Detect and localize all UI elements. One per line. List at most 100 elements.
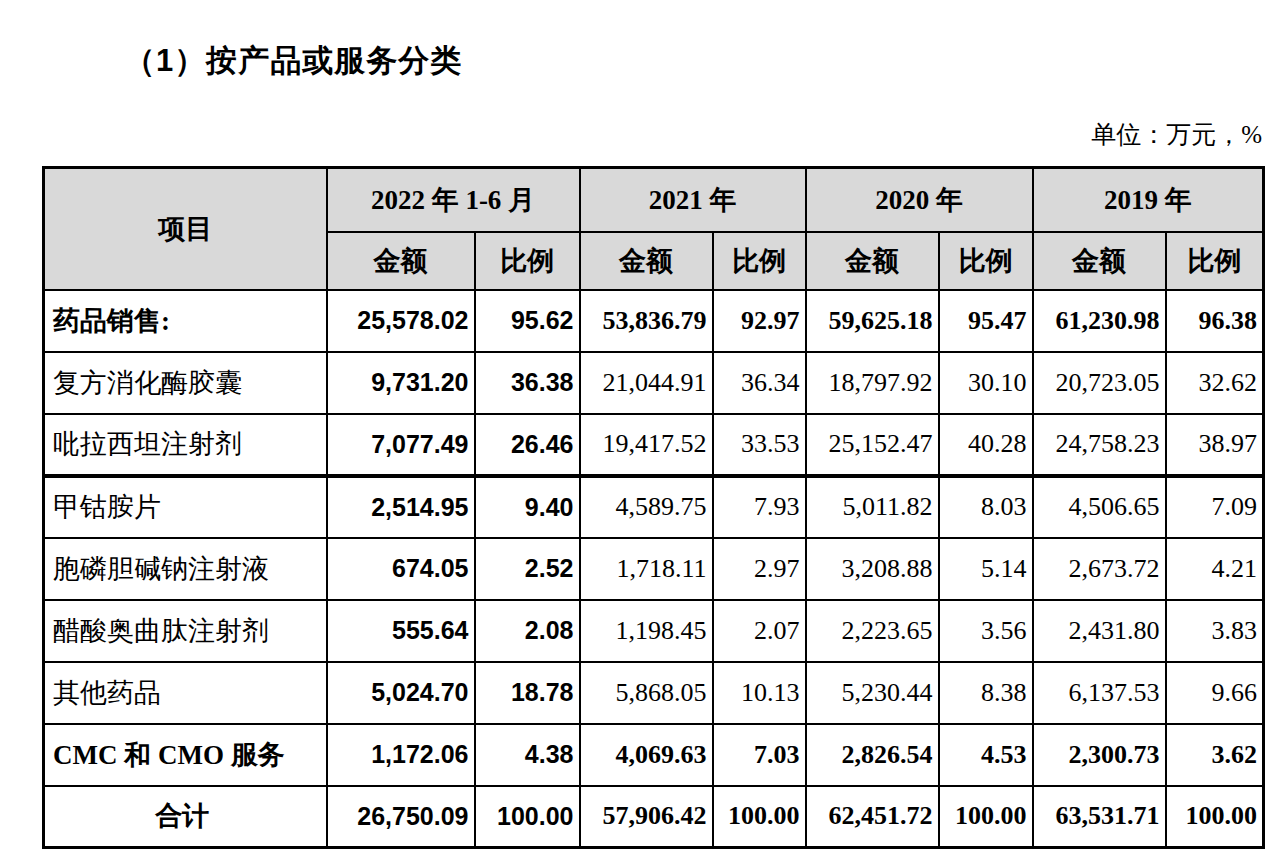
col-header-2022: 2022 年 1-6 月 [327, 168, 580, 232]
amount-cell: 6,137.53 [1033, 662, 1166, 724]
amount-cell: 1,172.06 [327, 724, 475, 786]
amount-cell: 2,300.73 [1033, 724, 1166, 786]
ratio-cell: 92.97 [713, 290, 806, 352]
amount-cell: 2,431.80 [1033, 600, 1166, 662]
col-header-ratio-2022: 比例 [475, 232, 580, 290]
amount-cell: 25,152.47 [806, 414, 939, 476]
header-row-periods: 项目 2022 年 1-6 月 2021 年 2020 年 2019 年 [44, 168, 1264, 232]
ratio-cell: 9.66 [1166, 662, 1264, 724]
amount-cell: 18,797.92 [806, 352, 939, 414]
ratio-cell: 7.09 [1166, 476, 1264, 538]
row-label: 复方消化酶胶囊 [44, 352, 327, 414]
ratio-cell: 3.83 [1166, 600, 1264, 662]
amount-cell: 5,868.05 [580, 662, 713, 724]
amount-cell: 61,230.98 [1033, 290, 1166, 352]
table-row: 药品销售: 25,578.02 95.62 53,836.79 92.97 59… [44, 290, 1264, 352]
col-header-ratio-2020: 比例 [939, 232, 1033, 290]
ratio-cell: 3.62 [1166, 724, 1264, 786]
col-header-item: 项目 [44, 168, 327, 290]
ratio-cell: 38.97 [1166, 414, 1264, 476]
ratio-cell: 100.00 [1166, 786, 1264, 848]
ratio-cell: 33.53 [713, 414, 806, 476]
ratio-cell: 8.03 [939, 476, 1033, 538]
amount-cell: 4,589.75 [580, 476, 713, 538]
ratio-cell: 9.40 [475, 476, 580, 538]
col-header-2021: 2021 年 [580, 168, 806, 232]
col-header-amount-2020: 金额 [806, 232, 939, 290]
ratio-cell: 3.56 [939, 600, 1033, 662]
amount-cell: 20,723.05 [1033, 352, 1166, 414]
amount-cell: 24,758.23 [1033, 414, 1166, 476]
amount-cell: 4,506.65 [1033, 476, 1166, 538]
amount-cell: 53,836.79 [580, 290, 713, 352]
ratio-cell: 96.38 [1166, 290, 1264, 352]
amount-cell: 4,069.63 [580, 724, 713, 786]
col-header-ratio-2021: 比例 [713, 232, 806, 290]
amount-cell: 62,451.72 [806, 786, 939, 848]
col-header-ratio-2019: 比例 [1166, 232, 1264, 290]
amount-cell: 25,578.02 [327, 290, 475, 352]
ratio-cell: 100.00 [939, 786, 1033, 848]
ratio-cell: 2.97 [713, 538, 806, 600]
page-title: （1）按产品或服务分类 [124, 40, 462, 82]
ratio-cell: 4.38 [475, 724, 580, 786]
row-label: 胞磷胆碱钠注射液 [44, 538, 327, 600]
unit-label: 单位：万元，% [1091, 118, 1262, 151]
ratio-cell: 40.28 [939, 414, 1033, 476]
table-row: 醋酸奥曲肽注射剂 555.64 2.08 1,198.45 2.07 2,223… [44, 600, 1264, 662]
amount-cell: 2,223.65 [806, 600, 939, 662]
ratio-cell: 95.47 [939, 290, 1033, 352]
col-header-2019: 2019 年 [1033, 168, 1264, 232]
ratio-cell: 7.03 [713, 724, 806, 786]
amount-cell: 674.05 [327, 538, 475, 600]
amount-cell: 9,731.20 [327, 352, 475, 414]
table-row: 甲钴胺片 2,514.95 9.40 4,589.75 7.93 5,011.8… [44, 476, 1264, 538]
ratio-cell: 100.00 [475, 786, 580, 848]
amount-cell: 1,718.11 [580, 538, 713, 600]
amount-cell: 2,673.72 [1033, 538, 1166, 600]
ratio-cell: 36.38 [475, 352, 580, 414]
product-service-table: 项目 2022 年 1-6 月 2021 年 2020 年 2019 年 金额 … [42, 166, 1265, 849]
table-row-total: 合计 26,750.09 100.00 57,906.42 100.00 62,… [44, 786, 1264, 848]
ratio-cell: 10.13 [713, 662, 806, 724]
table-row: 复方消化酶胶囊 9,731.20 36.38 21,044.91 36.34 1… [44, 352, 1264, 414]
ratio-cell: 2.52 [475, 538, 580, 600]
ratio-cell: 7.93 [713, 476, 806, 538]
amount-cell: 26,750.09 [327, 786, 475, 848]
col-header-amount-2022: 金额 [327, 232, 475, 290]
amount-cell: 2,826.54 [806, 724, 939, 786]
row-label: 合计 [44, 786, 327, 848]
ratio-cell: 32.62 [1166, 352, 1264, 414]
row-label: CMC 和 CMO 服务 [44, 724, 327, 786]
amount-cell: 7,077.49 [327, 414, 475, 476]
ratio-cell: 5.14 [939, 538, 1033, 600]
row-label: 甲钴胺片 [44, 476, 327, 538]
ratio-cell: 2.08 [475, 600, 580, 662]
table-row: CMC 和 CMO 服务 1,172.06 4.38 4,069.63 7.03… [44, 724, 1264, 786]
table-row: 胞磷胆碱钠注射液 674.05 2.52 1,718.11 2.97 3,208… [44, 538, 1264, 600]
row-label: 药品销售: [44, 290, 327, 352]
ratio-cell: 2.07 [713, 600, 806, 662]
ratio-cell: 36.34 [713, 352, 806, 414]
amount-cell: 5,011.82 [806, 476, 939, 538]
col-header-amount-2021: 金额 [580, 232, 713, 290]
ratio-cell: 26.46 [475, 414, 580, 476]
amount-cell: 5,230.44 [806, 662, 939, 724]
amount-cell: 5,024.70 [327, 662, 475, 724]
row-label: 醋酸奥曲肽注射剂 [44, 600, 327, 662]
ratio-cell: 4.21 [1166, 538, 1264, 600]
ratio-cell: 4.53 [939, 724, 1033, 786]
ratio-cell: 18.78 [475, 662, 580, 724]
amount-cell: 555.64 [327, 600, 475, 662]
amount-cell: 63,531.71 [1033, 786, 1166, 848]
ratio-cell: 8.38 [939, 662, 1033, 724]
amount-cell: 2,514.95 [327, 476, 475, 538]
ratio-cell: 30.10 [939, 352, 1033, 414]
table-row: 其他药品 5,024.70 18.78 5,868.05 10.13 5,230… [44, 662, 1264, 724]
amount-cell: 1,198.45 [580, 600, 713, 662]
ratio-cell: 100.00 [713, 786, 806, 848]
amount-cell: 21,044.91 [580, 352, 713, 414]
row-label: 吡拉西坦注射剂 [44, 414, 327, 476]
amount-cell: 57,906.42 [580, 786, 713, 848]
amount-cell: 59,625.18 [806, 290, 939, 352]
